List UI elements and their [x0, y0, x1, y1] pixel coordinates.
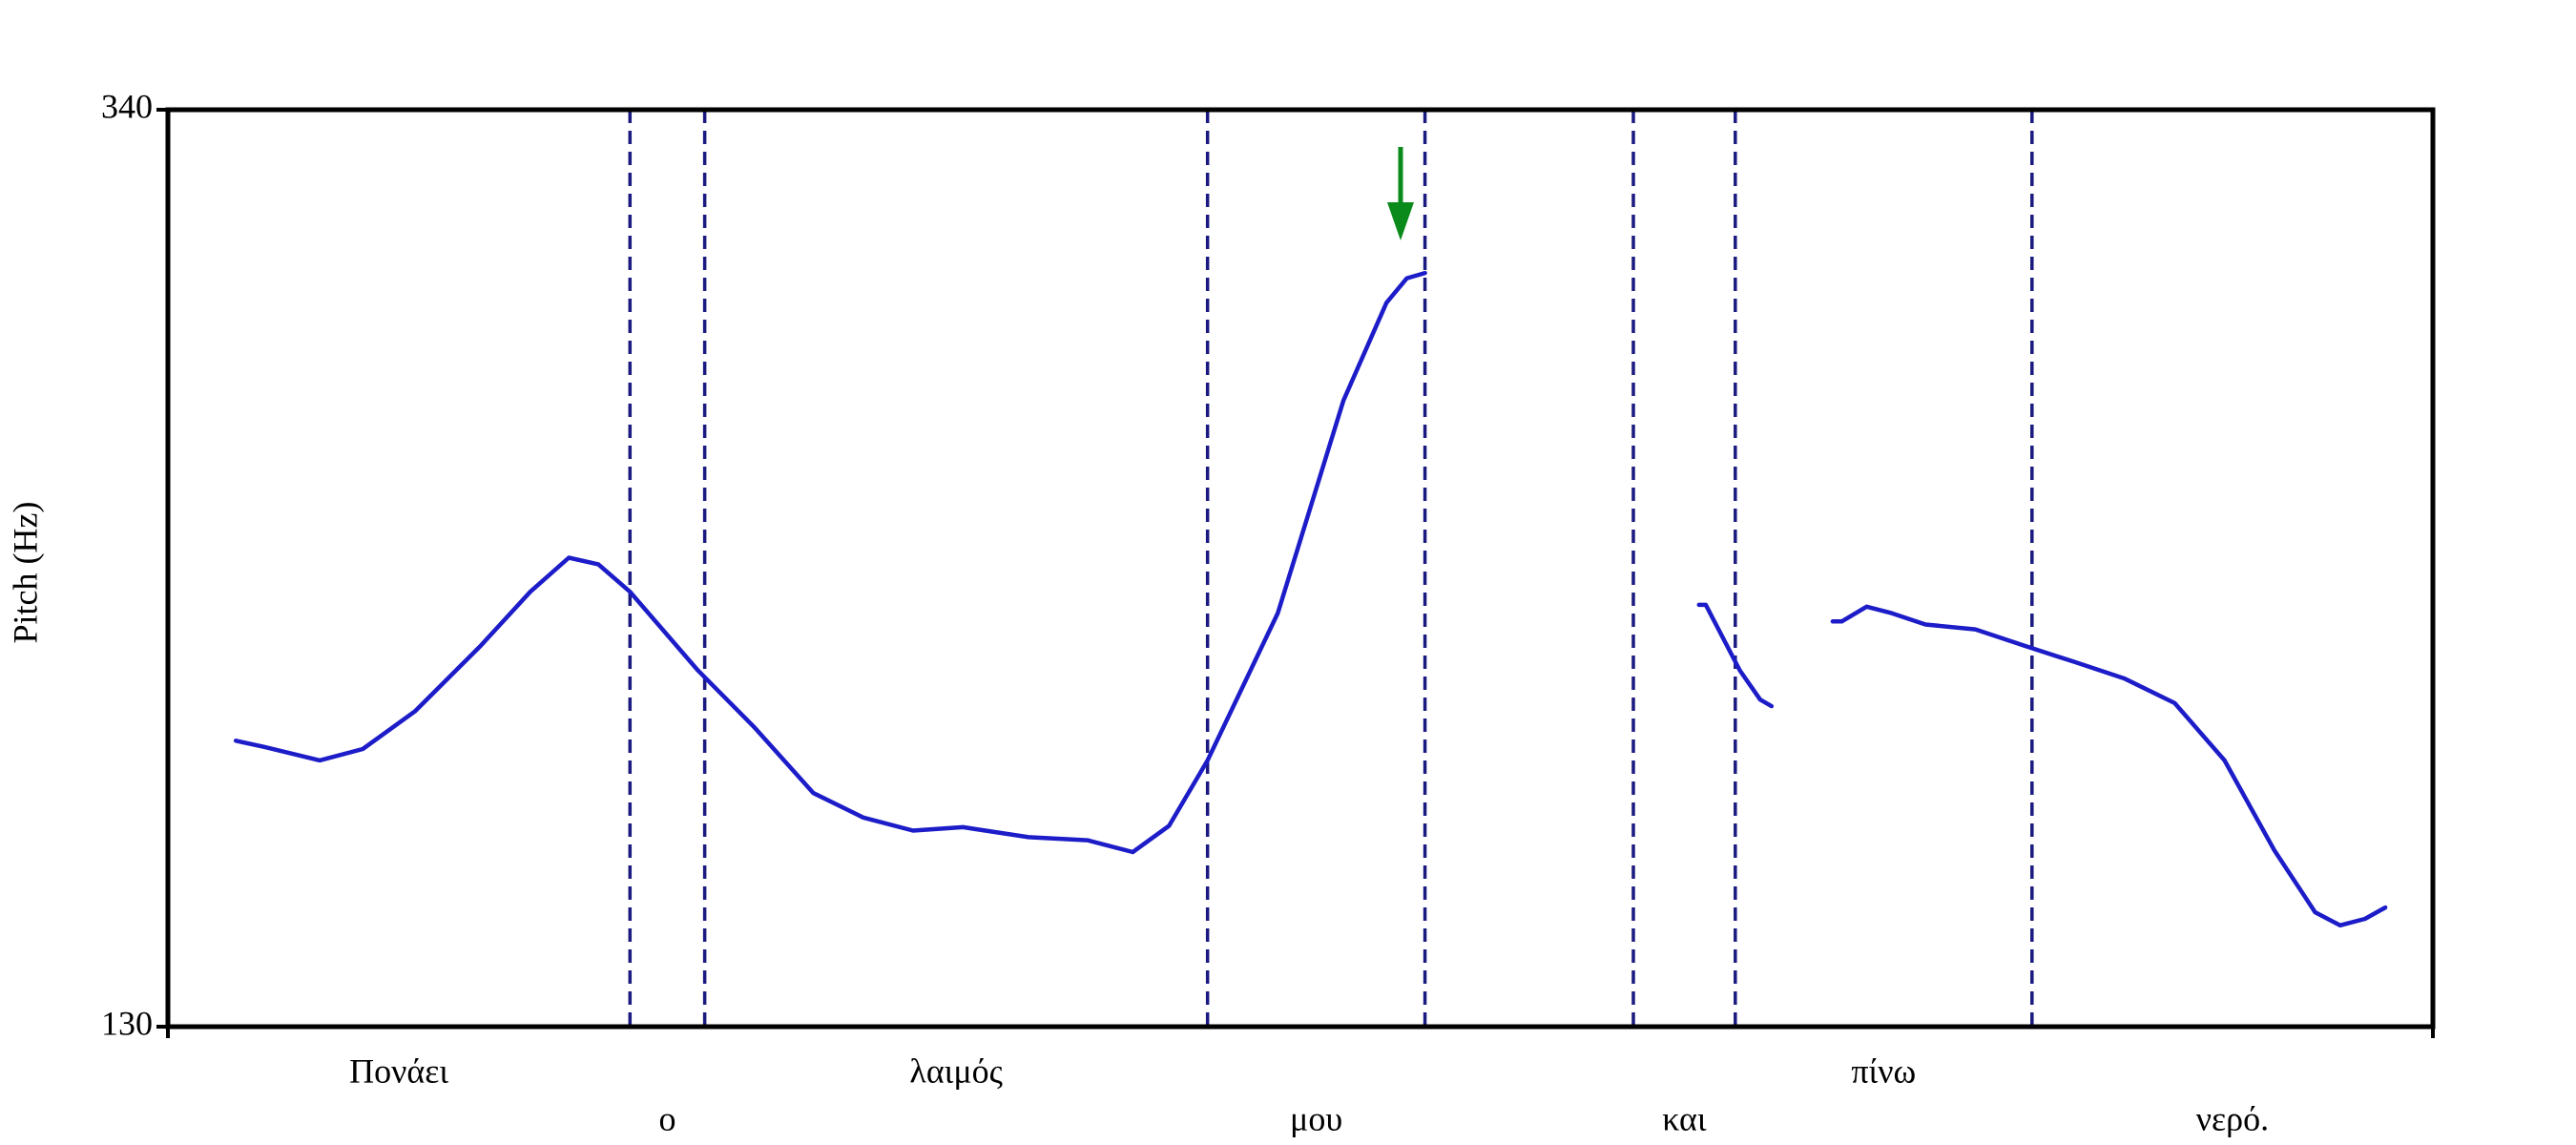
annotation-arrow-head [1387, 202, 1414, 240]
y-tick-label: 130 [101, 1004, 153, 1042]
pitch-line [233, 270, 2388, 928]
y-tick-label: 340 [101, 87, 153, 125]
interval-label: ο [658, 1099, 675, 1137]
plot-frame [165, 107, 2436, 1030]
interval-label: μου [1290, 1099, 1342, 1137]
y-axis-label: Pitch (Hz) [6, 502, 44, 644]
interval-label: πίνω [1851, 1051, 1916, 1090]
interval-label: και [1662, 1099, 1707, 1137]
interval-label: νερό. [2196, 1099, 2269, 1137]
interval-label: λαιμός [909, 1051, 1003, 1090]
interval-label: Πονάει [349, 1051, 448, 1090]
